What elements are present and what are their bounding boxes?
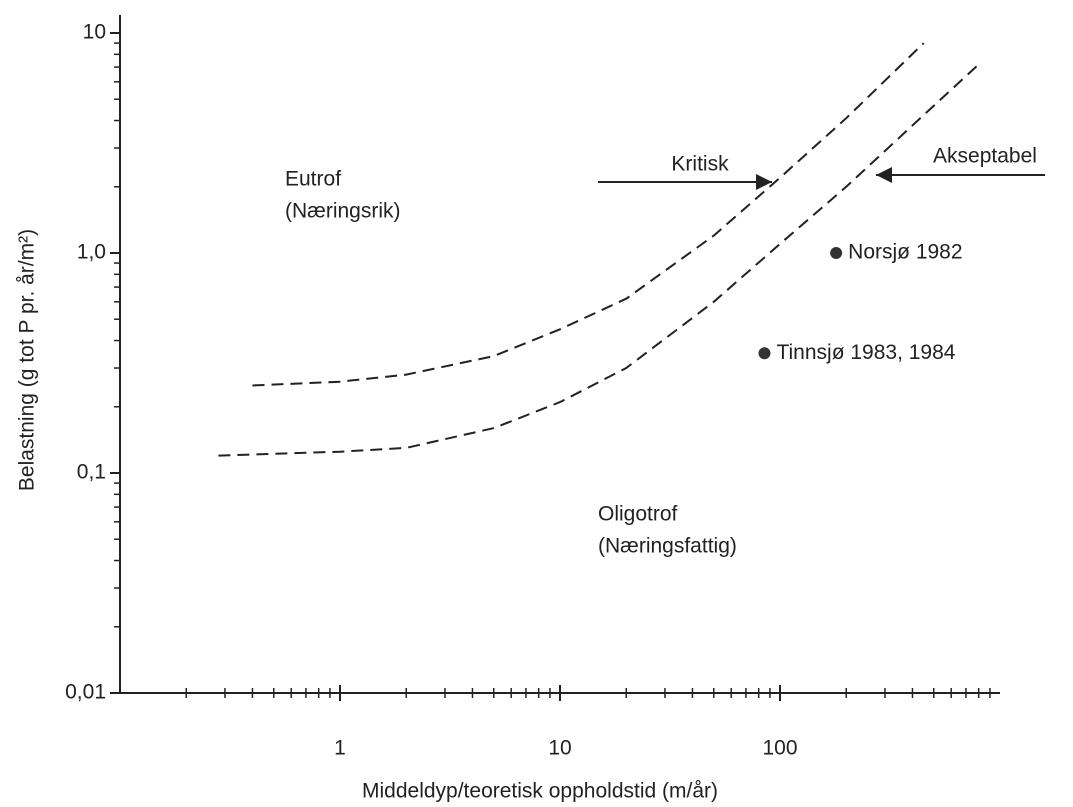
curve-label: Akseptabel [933,145,1037,168]
region-label: (Næringsfattig) [598,535,737,558]
region-label: Oligotrof [598,503,678,526]
point-label: Norsjø 1982 [848,241,962,264]
curve [218,63,980,457]
data-point [758,347,771,360]
y-tick-label: 1,0 [77,241,106,264]
data-point [830,247,843,259]
curve-label: Kritisk [671,153,729,176]
region-label: (Næringsrik) [285,200,401,223]
y-tick-label: 0,01 [65,681,106,704]
y-axis-title: Belastning (g tot P pr. år/m²) [16,229,39,491]
y-tick-label: 10 [83,21,106,44]
region-label: Eutrof [285,168,341,191]
x-tick-label: 10 [548,737,571,760]
y-tick-label: 0,1 [77,461,106,484]
x-tick-label: 100 [762,737,797,760]
point-label: Tinnsjø 1983, 1984 [776,341,955,364]
x-axis-title: Middeldyp/teoretisk oppholdstid (m/år) [362,780,718,803]
x-tick-label: 1 [334,737,346,760]
curve [252,42,925,387]
